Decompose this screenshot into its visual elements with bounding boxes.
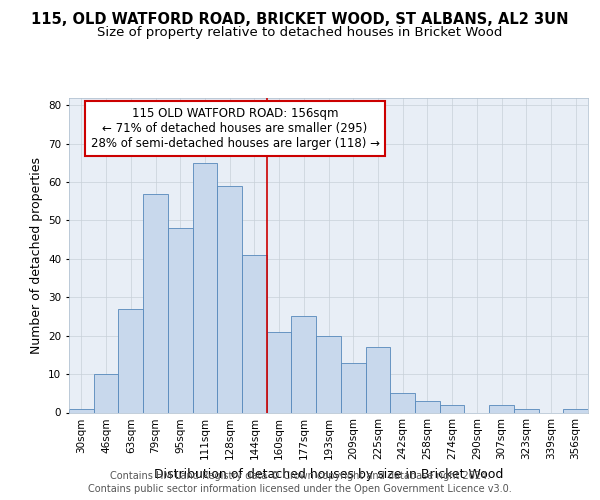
Text: 115 OLD WATFORD ROAD: 156sqm
← 71% of detached houses are smaller (295)
28% of s: 115 OLD WATFORD ROAD: 156sqm ← 71% of de… [91,107,380,150]
Bar [217,186,242,412]
Bar [489,405,514,412]
Bar [69,408,94,412]
Bar [341,362,365,412]
Text: Contains public sector information licensed under the Open Government Licence v3: Contains public sector information licen… [88,484,512,494]
Bar [563,408,588,412]
Bar [168,228,193,412]
Bar [193,163,217,412]
Bar [242,255,267,412]
Bar [440,405,464,412]
Bar [118,309,143,412]
Bar [390,394,415,412]
Bar [365,347,390,412]
Bar [292,316,316,412]
Text: 115, OLD WATFORD ROAD, BRICKET WOOD, ST ALBANS, AL2 3UN: 115, OLD WATFORD ROAD, BRICKET WOOD, ST … [31,12,569,28]
Bar [316,336,341,412]
Bar [514,408,539,412]
Bar [94,374,118,412]
Bar [267,332,292,412]
Y-axis label: Number of detached properties: Number of detached properties [29,156,43,354]
Bar [415,401,440,412]
X-axis label: Distribution of detached houses by size in Bricket Wood: Distribution of detached houses by size … [154,468,503,481]
Text: Contains HM Land Registry data © Crown copyright and database right 2024.: Contains HM Land Registry data © Crown c… [110,471,490,481]
Bar [143,194,168,412]
Text: Size of property relative to detached houses in Bricket Wood: Size of property relative to detached ho… [97,26,503,39]
